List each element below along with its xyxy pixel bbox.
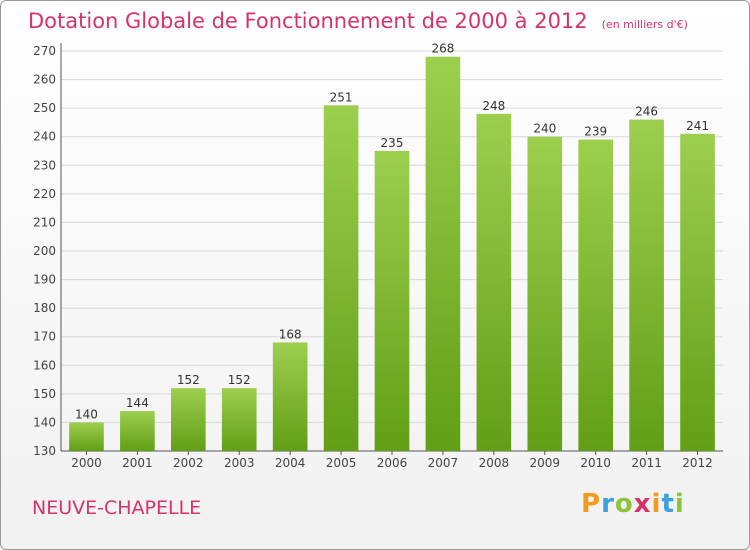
x-tick-label-2003: 2003 bbox=[224, 456, 255, 470]
bar-2006 bbox=[374, 151, 410, 451]
x-tick-label-2004: 2004 bbox=[275, 456, 306, 470]
bar-2007 bbox=[425, 56, 461, 451]
data-label-2011: 246 bbox=[635, 105, 658, 119]
y-tick-label: 150 bbox=[33, 387, 56, 401]
bar-2011 bbox=[629, 119, 664, 452]
y-tick-label: 140 bbox=[33, 415, 56, 429]
bar-2000 bbox=[69, 422, 104, 451]
x-tick-label-2009: 2009 bbox=[529, 456, 560, 470]
data-label-2012: 241 bbox=[686, 119, 709, 133]
y-tick-label: 270 bbox=[33, 44, 56, 58]
x-tick-label-2007: 2007 bbox=[428, 456, 459, 470]
unit-note: (en milliers d'€) bbox=[601, 18, 688, 31]
y-tick-label: 230 bbox=[33, 158, 56, 172]
y-tick-label: 210 bbox=[33, 215, 56, 229]
x-tick-label-2000: 2000 bbox=[71, 456, 102, 470]
y-tick-label: 180 bbox=[33, 301, 56, 315]
chart-title: Dotation Globale de Fonctionnement de 20… bbox=[28, 9, 588, 33]
x-tick-label-2002: 2002 bbox=[173, 456, 204, 470]
x-tick-label-2011: 2011 bbox=[631, 456, 662, 470]
x-tick-label-2012: 2012 bbox=[682, 456, 713, 470]
bar-2001 bbox=[120, 411, 155, 451]
data-label-2006: 235 bbox=[381, 136, 404, 150]
y-tick-label: 260 bbox=[33, 73, 56, 87]
y-tick-label: 220 bbox=[33, 187, 56, 201]
bar-2003 bbox=[221, 388, 257, 451]
x-tick-label-2008: 2008 bbox=[479, 456, 510, 470]
data-label-2003: 152 bbox=[228, 373, 251, 387]
bar-2005 bbox=[323, 105, 359, 452]
data-label-2009: 240 bbox=[533, 122, 556, 136]
data-label-2002: 152 bbox=[177, 373, 200, 387]
bar-2002 bbox=[170, 388, 206, 451]
y-tick-label: 200 bbox=[33, 244, 56, 258]
data-label-2000: 140 bbox=[75, 407, 98, 421]
data-label-2010: 239 bbox=[584, 125, 607, 139]
y-tick-label: 160 bbox=[33, 358, 56, 372]
x-tick-label-2006: 2006 bbox=[377, 456, 408, 470]
data-label-2004: 168 bbox=[279, 327, 302, 341]
x-tick-label-2010: 2010 bbox=[580, 456, 611, 470]
y-tick-label: 240 bbox=[33, 130, 56, 144]
data-label-2005: 251 bbox=[330, 90, 353, 104]
y-tick-label: 130 bbox=[33, 444, 56, 458]
proxiti-logo: Proxiti bbox=[581, 489, 685, 519]
bar-2009 bbox=[527, 136, 563, 451]
bar-2010 bbox=[578, 139, 614, 452]
data-label-2001: 144 bbox=[126, 396, 149, 410]
y-tick-label: 250 bbox=[33, 101, 56, 115]
y-tick-label: 170 bbox=[33, 330, 56, 344]
x-tick-label-2001: 2001 bbox=[122, 456, 153, 470]
commune-name: NEUVE-CHAPELLE bbox=[32, 497, 202, 519]
bar-2004 bbox=[272, 342, 308, 451]
data-label-2007: 268 bbox=[431, 42, 454, 56]
data-label-2008: 248 bbox=[482, 99, 505, 113]
x-tick-label-2005: 2005 bbox=[326, 456, 357, 470]
chart-title-block: Dotation Globale de Fonctionnement de 20… bbox=[28, 9, 688, 33]
y-tick-label: 190 bbox=[33, 273, 56, 287]
bar-2008 bbox=[476, 113, 512, 451]
bar-2012 bbox=[680, 133, 715, 451]
